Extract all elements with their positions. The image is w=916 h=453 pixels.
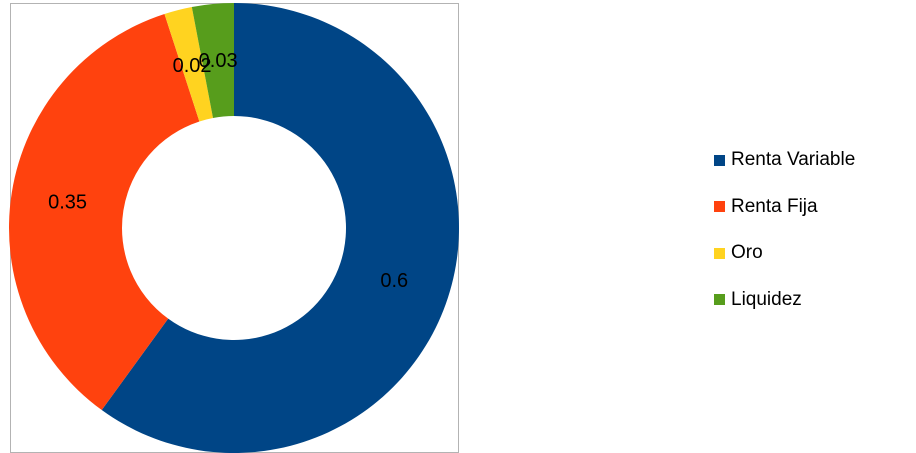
legend-item-renta-variable: Renta Variable [714,148,855,172]
legend-label: Liquidez [731,288,802,310]
legend-item-oro: Oro [714,241,855,265]
legend-item-renta-fija: Renta Fija [714,195,855,219]
slices-group [9,3,460,453]
legend-label: Oro [731,242,763,263]
legend-label: Renta Fija [731,195,818,217]
slice-liquidez [191,3,234,118]
slice-renta-variable [101,3,460,453]
legend-item-liquidez: Liquidez [714,288,855,312]
data-label-liquidez: 0.03 [199,50,238,72]
slice-renta-fija [9,14,200,411]
legend-swatch [714,154,725,166]
slice-oro [164,6,214,122]
legend: Renta Variable Renta Fija Oro Liquidez [714,148,855,334]
data-label-renta-fija: 0.35 [48,192,87,214]
legend-swatch [714,201,725,212]
legend-swatch [714,247,725,259]
data-label-renta-variable: 0.6 [380,270,408,292]
data-labels-group: 0.6 0.35 0.020.03 [48,50,408,292]
data-label-oro: 0.02 [173,55,212,77]
legend-label: Renta Variable [731,149,856,170]
legend-swatch [714,294,725,305]
